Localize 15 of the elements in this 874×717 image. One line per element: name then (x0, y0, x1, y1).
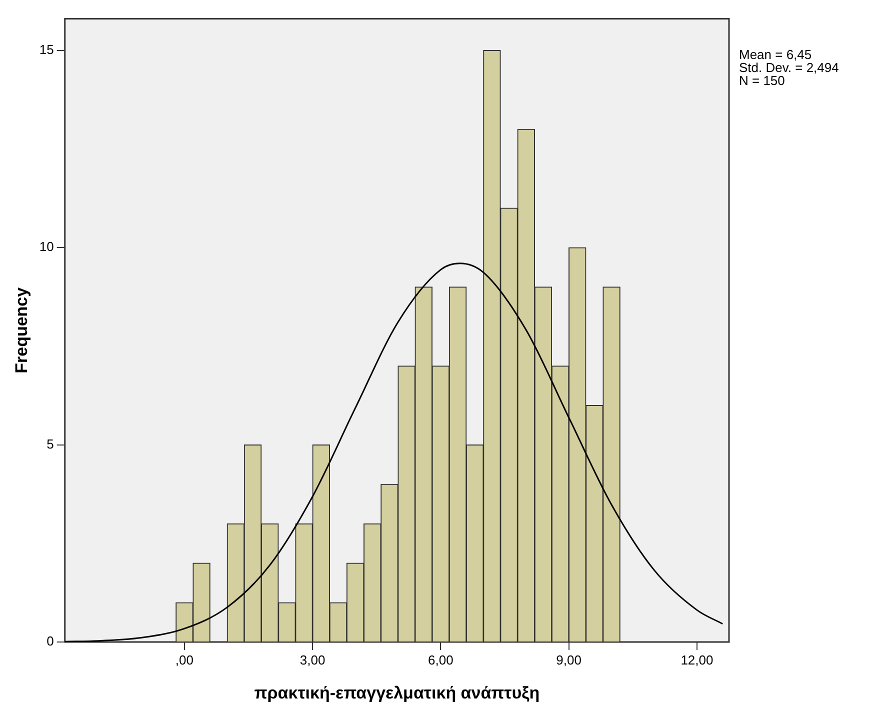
x-tick-label: 6,00 (428, 652, 454, 668)
text: Std. Dev. = 2,494 (739, 60, 839, 75)
y-tick-label: 15 (39, 42, 54, 57)
y-axis-title: Frequency (12, 286, 31, 374)
y-tick-label: 5 (46, 436, 54, 452)
text: N = 150 (739, 72, 785, 88)
text: Mean = 6,45 (739, 46, 812, 62)
x-tick-label: 9,00 (556, 652, 582, 668)
y-tick-label: 10 (39, 239, 54, 254)
y-tick-label: 0 (46, 634, 54, 649)
x-tick-label: ,00 (175, 652, 194, 668)
line-series (64, 262, 724, 642)
x-tick-label: 12,00 (680, 652, 714, 668)
x-tick-label: 3,00 (300, 652, 326, 668)
x-axis-title: πρακτική-επαγγελματική ανάπτυξη (254, 683, 540, 702)
